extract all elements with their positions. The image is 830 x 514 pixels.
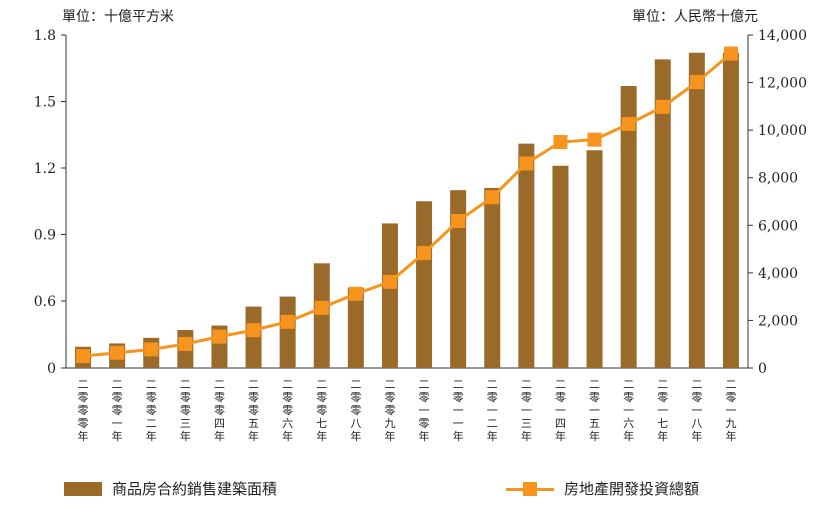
left-tick-label: 0 (47, 361, 56, 377)
x-tick-label: 二零一零年 (419, 378, 430, 443)
line-marker (451, 214, 466, 229)
x-tick-label: 二零一二年 (487, 378, 498, 443)
left-tick-label: 0.9 (34, 228, 56, 244)
legend-line-label: 房地產開發投資總額 (564, 480, 700, 498)
x-tick-label: 二零一九年 (725, 378, 736, 443)
line-marker (655, 99, 670, 114)
bar (381, 223, 398, 368)
right-tick-label: 10,000 (758, 123, 807, 139)
x-tick-label: 二零零二年 (146, 378, 157, 443)
line-marker (417, 246, 432, 261)
bar (620, 85, 637, 368)
x-tick-label: 二零一三年 (521, 378, 532, 443)
right-tick-label: 12,000 (758, 76, 807, 92)
line-marker (246, 323, 261, 338)
legend-bar-label: 商品房合約銷售建築面積 (112, 480, 278, 498)
bar (347, 287, 364, 368)
left-axis-unit: 單位：十億平方米 (62, 9, 174, 25)
line-marker (485, 190, 500, 205)
x-tick-label: 二零零九年 (384, 378, 395, 443)
line-marker (348, 286, 363, 301)
bar (313, 263, 330, 368)
right-tick-label: 8,000 (758, 171, 798, 187)
line-marker (382, 274, 397, 289)
right-tick-label: 4,000 (758, 266, 798, 282)
x-tick-label: 二零一一年 (453, 378, 464, 443)
right-tick-label: 14,000 (758, 28, 807, 44)
right-tick-label: 0 (758, 361, 767, 377)
x-tick-label: 二零零三年 (180, 378, 191, 443)
bar (245, 306, 262, 368)
bar (586, 150, 603, 368)
bar (416, 201, 433, 368)
x-tick-label: 二零零八年 (350, 378, 361, 443)
left-tick-label: 0.6 (34, 294, 56, 310)
x-tick-label: 二零一八年 (691, 378, 702, 443)
line-marker (689, 75, 704, 90)
left-tick-label: 1.8 (34, 28, 56, 44)
right-tick-label: 2,000 (758, 313, 798, 329)
line-marker (314, 300, 329, 315)
legend-bar-item: 商品房合約銷售建築面積 (64, 478, 277, 499)
bar (518, 143, 535, 368)
right-axis-unit: 單位：人民幣十億元 (632, 9, 758, 25)
bar (688, 52, 705, 368)
line-marker (212, 329, 227, 344)
line-marker (144, 342, 159, 357)
left-tick-label: 1.5 (34, 95, 56, 111)
line-marker (621, 116, 636, 131)
line-marker (280, 314, 295, 329)
x-tick-label: 二零零四年 (214, 378, 225, 443)
bar (484, 187, 501, 368)
bar (552, 165, 569, 368)
line-marker (76, 349, 91, 364)
line-marker (178, 336, 193, 351)
x-tick-label: 二零零七年 (316, 378, 327, 443)
bar (722, 52, 739, 368)
bar (450, 190, 467, 368)
line-marker (110, 345, 125, 360)
line-marker (723, 46, 738, 61)
line-marker (587, 132, 602, 147)
x-tick-label: 二零一四年 (555, 378, 566, 443)
x-tick-label: 二零零六年 (282, 378, 293, 443)
legend-bar-swatch (64, 481, 102, 496)
line-marker (519, 156, 534, 171)
bar (279, 296, 296, 368)
legend-line-swatch (506, 481, 554, 496)
x-tick-label: 二零零一年 (112, 378, 123, 443)
line-marker (553, 135, 568, 150)
x-tick-label: 二零零零年 (78, 378, 89, 443)
legend-line-item: 房地產開發投資總額 (506, 478, 699, 499)
x-tick-label: 二零一五年 (589, 378, 600, 443)
right-tick-label: 6,000 (758, 218, 798, 234)
left-tick-label: 1.2 (34, 161, 56, 177)
x-tick-label: 二零一七年 (657, 378, 668, 443)
bar (654, 59, 671, 369)
x-tick-label: 二零一六年 (623, 378, 634, 443)
x-tick-label: 二零零五年 (248, 378, 259, 443)
